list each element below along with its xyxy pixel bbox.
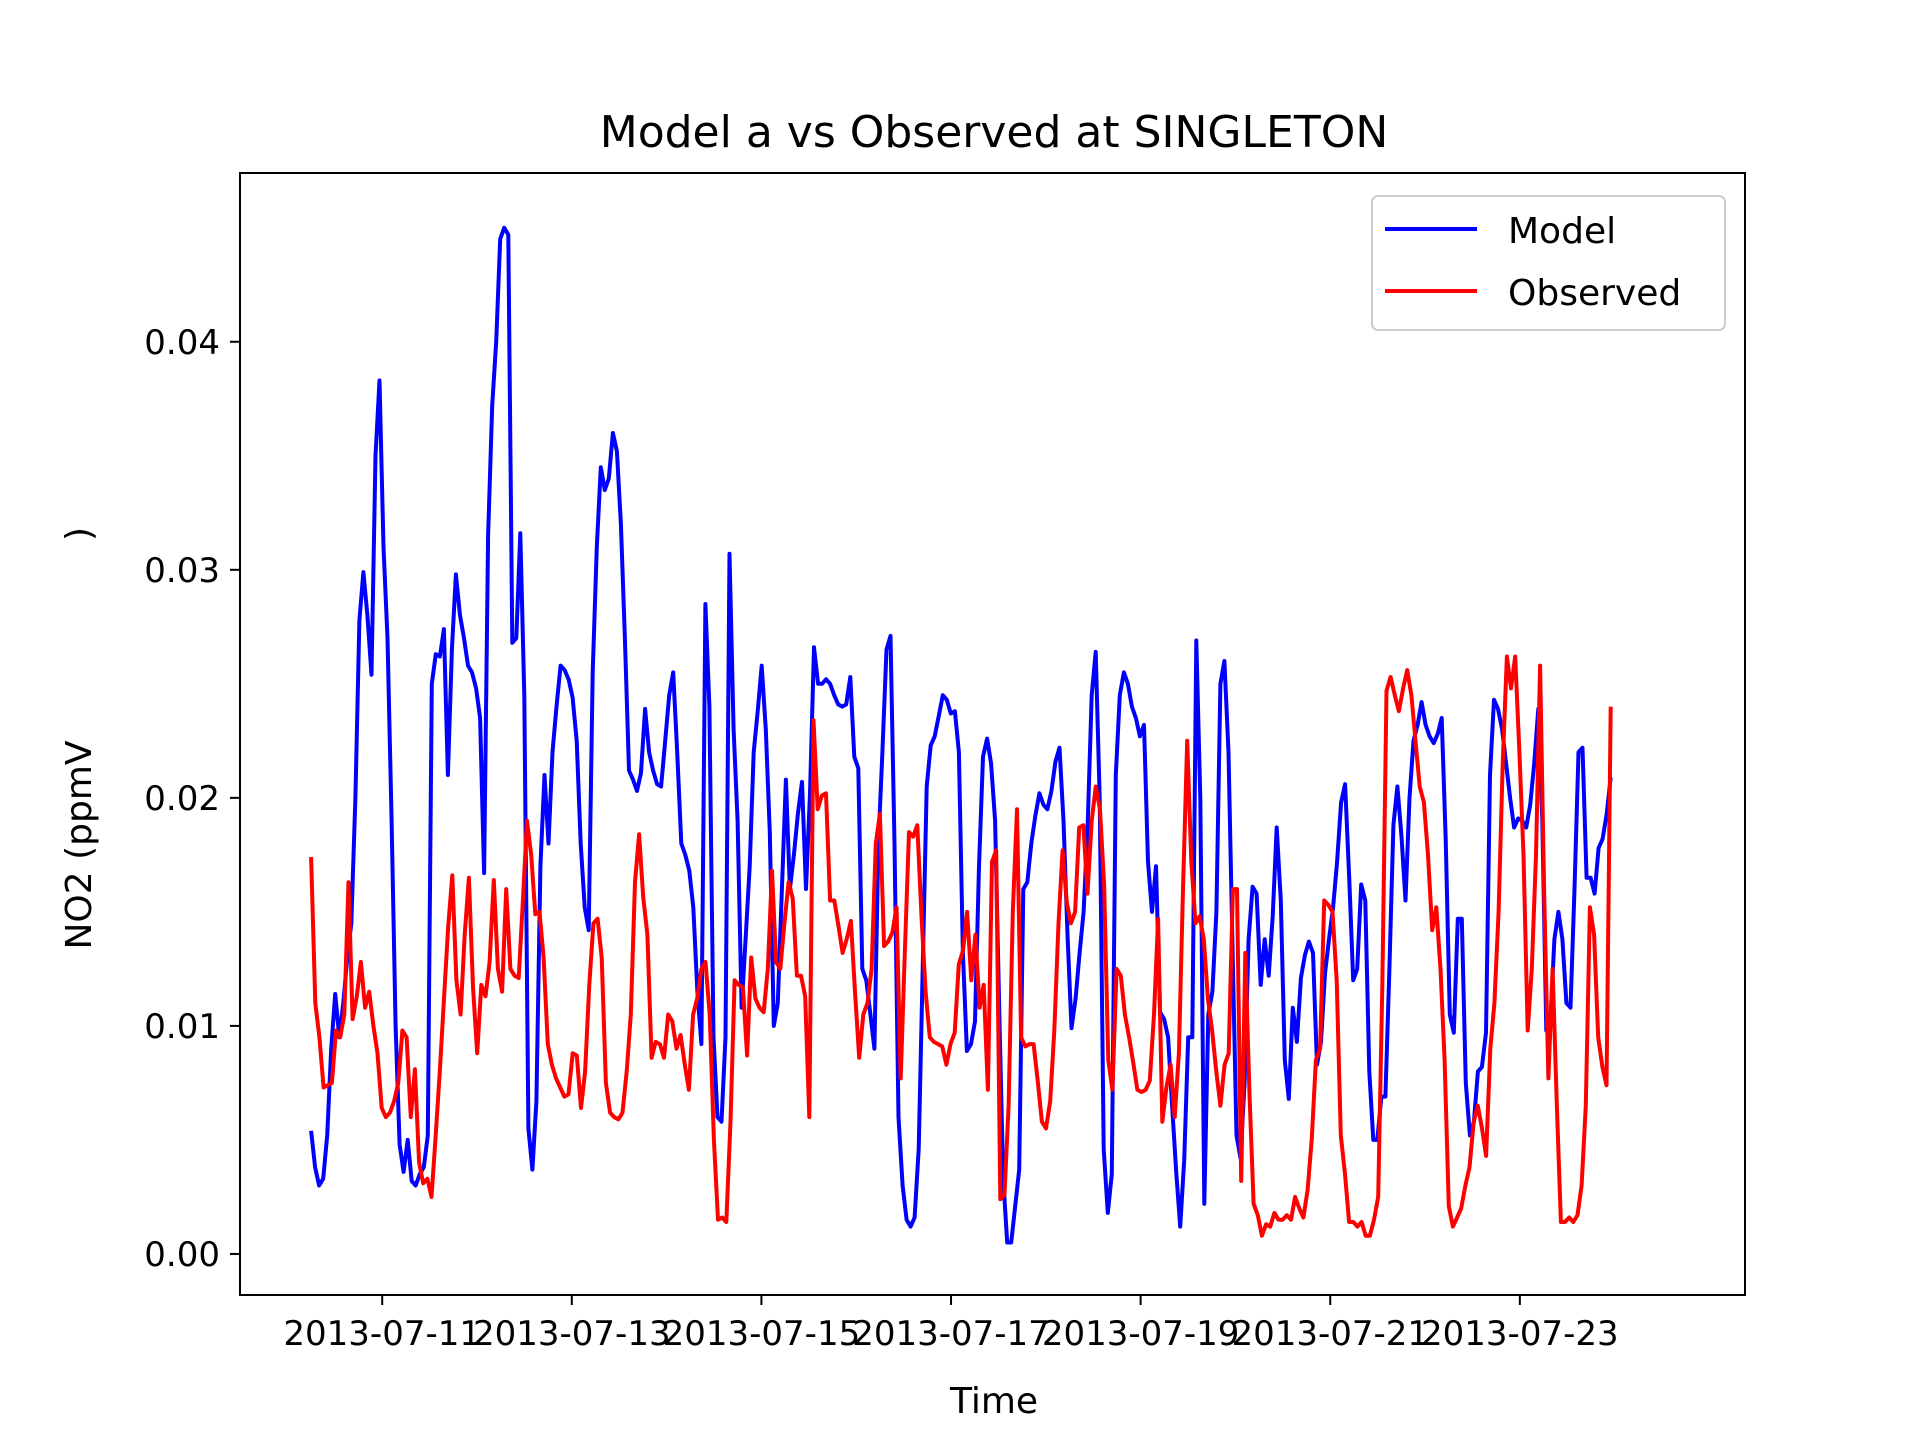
chart-title: Model a vs Observed at SINGLETON <box>600 107 1389 158</box>
y-axis: 0.00 0.01 0.02 0.03 0.04 <box>144 323 240 1275</box>
y-axis-title-stray: ) <box>59 527 100 541</box>
series-line-observed <box>309 654 1613 1238</box>
x-tick-label: 2013-07-15 <box>663 1314 861 1354</box>
y-tick-label: 0.00 <box>144 1235 220 1275</box>
y-tick-label: 0.04 <box>144 323 220 363</box>
series-layer <box>309 225 1613 1245</box>
y-tick-label: 0.03 <box>144 551 220 591</box>
plot-frame <box>239 172 1746 1296</box>
legend-label-model: Model <box>1508 211 1616 252</box>
series-line-model <box>309 225 1613 1245</box>
y-tick-label: 0.02 <box>144 779 220 819</box>
y-axis-title: NO2 (ppmV <box>59 740 100 949</box>
x-tick-label: 2013-07-11 <box>283 1314 481 1354</box>
x-tick-label: 2013-07-13 <box>473 1314 671 1354</box>
x-axis: 2013-07-112013-07-132013-07-152013-07-17… <box>283 1295 1619 1354</box>
x-axis-title: Time <box>949 1381 1038 1422</box>
legend-label-observed: Observed <box>1508 273 1681 314</box>
x-tick-label: 2013-07-19 <box>1042 1314 1240 1354</box>
legend: Model Observed <box>1371 195 1726 331</box>
y-tick-label: 0.01 <box>144 1007 220 1047</box>
x-tick-label: 2013-07-21 <box>1231 1314 1429 1354</box>
x-tick-label: 2013-07-17 <box>852 1314 1050 1354</box>
x-tick-label: 2013-07-23 <box>1421 1314 1619 1354</box>
